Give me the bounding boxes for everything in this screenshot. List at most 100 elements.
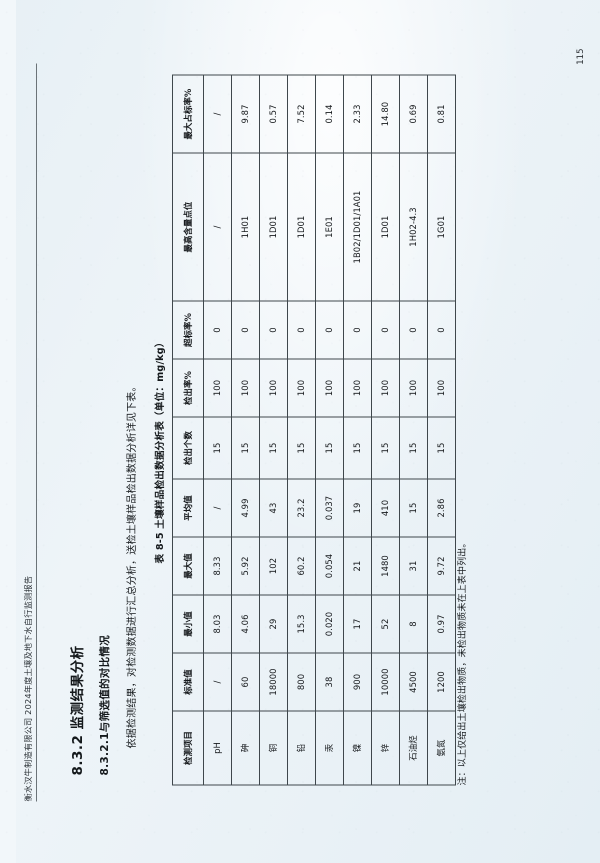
table-cell: 1480	[371, 536, 400, 595]
table-cell: 0	[427, 300, 456, 359]
table-body: pH/8.03 8.33/15 100 0// 砷 60 4.06 5.92 4.99 15 100…	[203, 74, 456, 785]
table-cell: 0.037	[315, 478, 344, 537]
table-cell: 5.92	[231, 536, 260, 595]
table-row-label: pH	[203, 710, 232, 785]
table-cell: 100	[287, 358, 316, 417]
table-cell: 15	[231, 416, 260, 479]
table-row-label: 汞	[315, 710, 344, 785]
running-header: 衡水汉牛制造有限公司 2024年度土壤及地下水自行监测报告	[23, 575, 33, 801]
table-cell: 15	[259, 416, 288, 479]
paper-edge	[0, 0, 16, 863]
table-col-header-8: 最高含量点位	[172, 152, 204, 301]
table-row: 铜 18000 29 102 43 15 100 0 1D01 0.57	[259, 74, 288, 785]
table-cell: 4.99	[231, 478, 260, 537]
table-cell: 15	[399, 478, 428, 537]
table-col-header-9: 最大占标率%	[172, 74, 204, 153]
table-cell: 1H01	[231, 152, 260, 301]
table-row-label: 砷	[231, 710, 260, 785]
table-row-label: 铅	[287, 710, 316, 785]
table-cell: 1B02/1D01/1A01	[343, 152, 372, 301]
table-cell: 100	[399, 358, 428, 417]
table-cell: 15	[399, 416, 428, 479]
table-cell: 1H02-4.3	[399, 152, 428, 301]
table-cell: 15	[427, 416, 456, 479]
table-cell: 7.52	[287, 74, 316, 153]
table-cell: 0.97	[427, 594, 456, 653]
table-cell: 1G01	[427, 152, 456, 301]
table-caption: 表 8-5 土壤样品检出数据分析表（单位：mg/kg）	[155, 336, 166, 563]
table-cell: 100	[343, 358, 372, 417]
table-cell: 1E01	[315, 152, 344, 301]
table-cell: 8.33	[203, 536, 232, 595]
table-row: pH/8.03 8.33/15 100 0//	[203, 74, 232, 785]
table-cell: 0	[231, 300, 260, 359]
table-note: 注：以上仅给出土壤检出物质，未检出物质未在上表中列出。	[458, 537, 468, 785]
table-header-row: 检测项目 标准值 最小值 最大值 平均值 检出个数 检出率% 超标率% 最高含量点位 最大占标率%	[172, 74, 204, 785]
table-cell: 0	[315, 300, 344, 359]
table-row: 镍 900 17 21 19 15 100 0 1B02/1D01/1A01 2.33	[343, 74, 372, 785]
table-cell: 800	[287, 652, 316, 711]
table-cell: 100	[259, 358, 288, 417]
table-cell: 9.87	[231, 74, 260, 153]
table-cell: 38	[315, 652, 344, 711]
table-row-label: 镍	[343, 710, 372, 785]
table-cell: 102	[259, 536, 288, 595]
table-cell: 9.72	[427, 536, 456, 595]
table-cell: 0	[287, 300, 316, 359]
table-col-header-2: 最小值	[172, 594, 204, 653]
table-row: 汞 38 0.020 0.054 0.037 15 100 0 1E01 0.14	[315, 74, 344, 785]
table-cell: 15	[315, 416, 344, 479]
table-cell: 8.03	[203, 594, 232, 653]
table-cell: 15	[203, 416, 232, 479]
table-cell: 0.69	[399, 74, 428, 153]
table-cell: 19	[343, 478, 372, 537]
table-cell: 2.86	[427, 478, 456, 537]
table-row-label: 氨氮	[427, 710, 456, 785]
table-col-header-5: 检出个数	[172, 416, 204, 479]
table-cell: /	[203, 74, 232, 153]
table-cell: 60	[231, 652, 260, 711]
table-cell: 10000	[371, 652, 400, 711]
table-cell: /	[203, 652, 232, 711]
table-cell: 21	[343, 536, 372, 595]
table-cell: 52	[371, 594, 400, 653]
table-cell: 23.2	[287, 478, 316, 537]
table-cell: 900	[343, 652, 372, 711]
table-row-label: 锌	[371, 710, 400, 785]
table-cell: 100	[371, 358, 400, 417]
table-cell: 100	[427, 358, 456, 417]
table-cell: 14.80	[371, 74, 400, 153]
table-cell: 1200	[427, 652, 456, 711]
table-cell: 0.81	[427, 74, 456, 153]
table-col-header-4: 平均值	[172, 478, 204, 537]
table-row-label: 石油烃	[399, 710, 428, 785]
table-cell: 2.33	[343, 74, 372, 153]
table-cell: 60.2	[287, 536, 316, 595]
page-number: 115	[576, 48, 586, 65]
table-cell: 100	[231, 358, 260, 417]
table-cell: 15	[343, 416, 372, 479]
header-rule	[36, 63, 37, 801]
table-cell: 0.14	[315, 74, 344, 153]
table-col-header-0: 检测项目	[172, 710, 204, 785]
data-table-wrapper: 检测项目 标准值 最小值 最大值 平均值 检出个数 检出率% 超标率% 最高含量点位 最大占标率%…	[172, 74, 456, 785]
table-cell: 31	[399, 536, 428, 595]
table-row: 砷 60 4.06 5.92 4.99 15 100 0 1H01 9.87	[231, 74, 260, 785]
table-cell: 0	[259, 300, 288, 359]
table-cell: 4500	[399, 652, 428, 711]
table-col-header-1: 标准值	[172, 652, 204, 711]
table-cell: 17	[343, 594, 372, 653]
section-heading: 8.3.2 监测结果分析	[70, 644, 86, 775]
table-cell: /	[203, 152, 232, 301]
table-cell: 29	[259, 594, 288, 653]
table-cell: 0.57	[259, 74, 288, 153]
table-cell: 8	[399, 594, 428, 653]
table-cell: 100	[315, 358, 344, 417]
table-cell: 43	[259, 478, 288, 537]
table-cell: 1D01	[287, 152, 316, 301]
table-cell: 410	[371, 478, 400, 537]
table-row: 石油烃 4500 8 31 15 15 100 0 1H02-4.3 0.69	[399, 74, 428, 785]
